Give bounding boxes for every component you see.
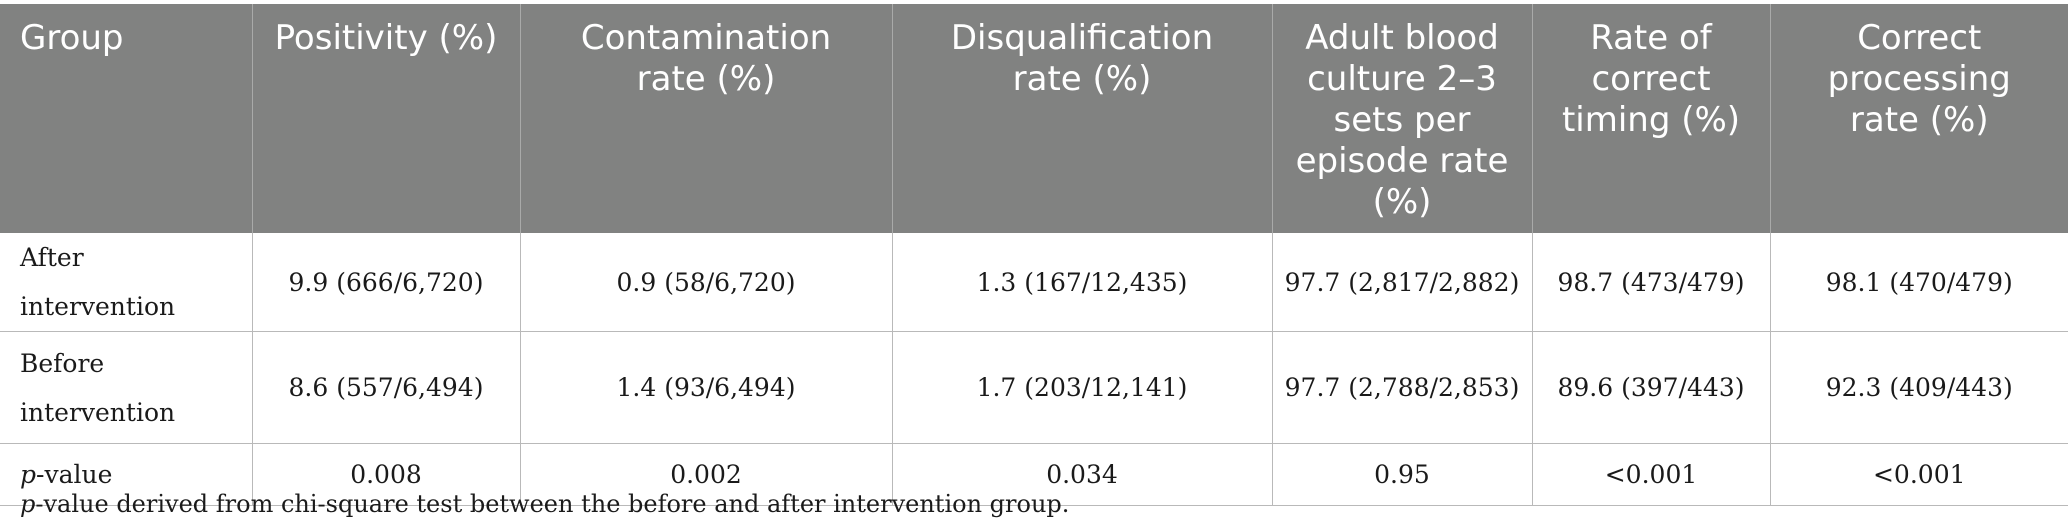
p-value-suffix: -value: [36, 460, 113, 489]
cell-processing: 92.3 (409/443): [1770, 331, 2068, 444]
header-row: Group Positivity (%) Contamination rate …: [0, 4, 2068, 233]
table-footnote: p-value derived from chi-square test bet…: [20, 490, 1069, 518]
cell-blood-culture: 0.95: [1272, 443, 1533, 506]
results-table-container: Group Positivity (%) Contamination rate …: [0, 4, 2068, 506]
header-blood-culture: Adult blood culture 2–3 sets per episode…: [1272, 4, 1533, 233]
table-row: After intervention 9.9 (666/6,720) 0.9 (…: [0, 233, 2068, 332]
cell-contamination: 1.4 (93/6,494): [520, 331, 893, 444]
cell-disqualification: 1.3 (167/12,435): [892, 233, 1273, 332]
results-table: Group Positivity (%) Contamination rate …: [0, 4, 2068, 506]
cell-timing: <0.001: [1532, 443, 1771, 506]
table-row: p-value 0.008 0.002 0.034 0.95 <0.001 <0…: [0, 443, 2068, 506]
cell-processing: <0.001: [1770, 443, 2068, 506]
p-italic: p: [20, 460, 37, 489]
row-group-label: Before intervention: [0, 331, 253, 444]
row-group-label: After intervention: [0, 233, 253, 332]
header-timing: Rate of correct timing (%): [1532, 4, 1771, 233]
cell-processing: 98.1 (470/479): [1770, 233, 2068, 332]
cell-timing: 89.6 (397/443): [1532, 331, 1771, 444]
cell-disqualification: 1.7 (203/12,141): [892, 331, 1273, 444]
cell-positivity: 0.008: [252, 443, 521, 506]
header-processing: Correct processing rate (%): [1770, 4, 2068, 233]
header-disqualification: Disqualification rate (%): [892, 4, 1273, 233]
row-group-label: p-value: [0, 443, 253, 506]
header-contamination: Contamination rate (%): [520, 4, 893, 233]
cell-blood-culture: 97.7 (2,788/2,853): [1272, 331, 1533, 444]
table-row: Before intervention 8.6 (557/6,494) 1.4 …: [0, 331, 2068, 444]
header-group: Group: [0, 4, 253, 233]
cell-positivity: 9.9 (666/6,720): [252, 233, 521, 332]
header-positivity: Positivity (%): [252, 4, 521, 233]
footnote-text: -value derived from chi-square test betw…: [35, 490, 1070, 518]
cell-disqualification: 0.034: [892, 443, 1273, 506]
cell-positivity: 8.6 (557/6,494): [252, 331, 521, 444]
cell-contamination: 0.002: [520, 443, 893, 506]
footnote-p-italic: p: [20, 490, 36, 518]
cell-timing: 98.7 (473/479): [1532, 233, 1771, 332]
cell-blood-culture: 97.7 (2,817/2,882): [1272, 233, 1533, 332]
cell-contamination: 0.9 (58/6,720): [520, 233, 893, 332]
